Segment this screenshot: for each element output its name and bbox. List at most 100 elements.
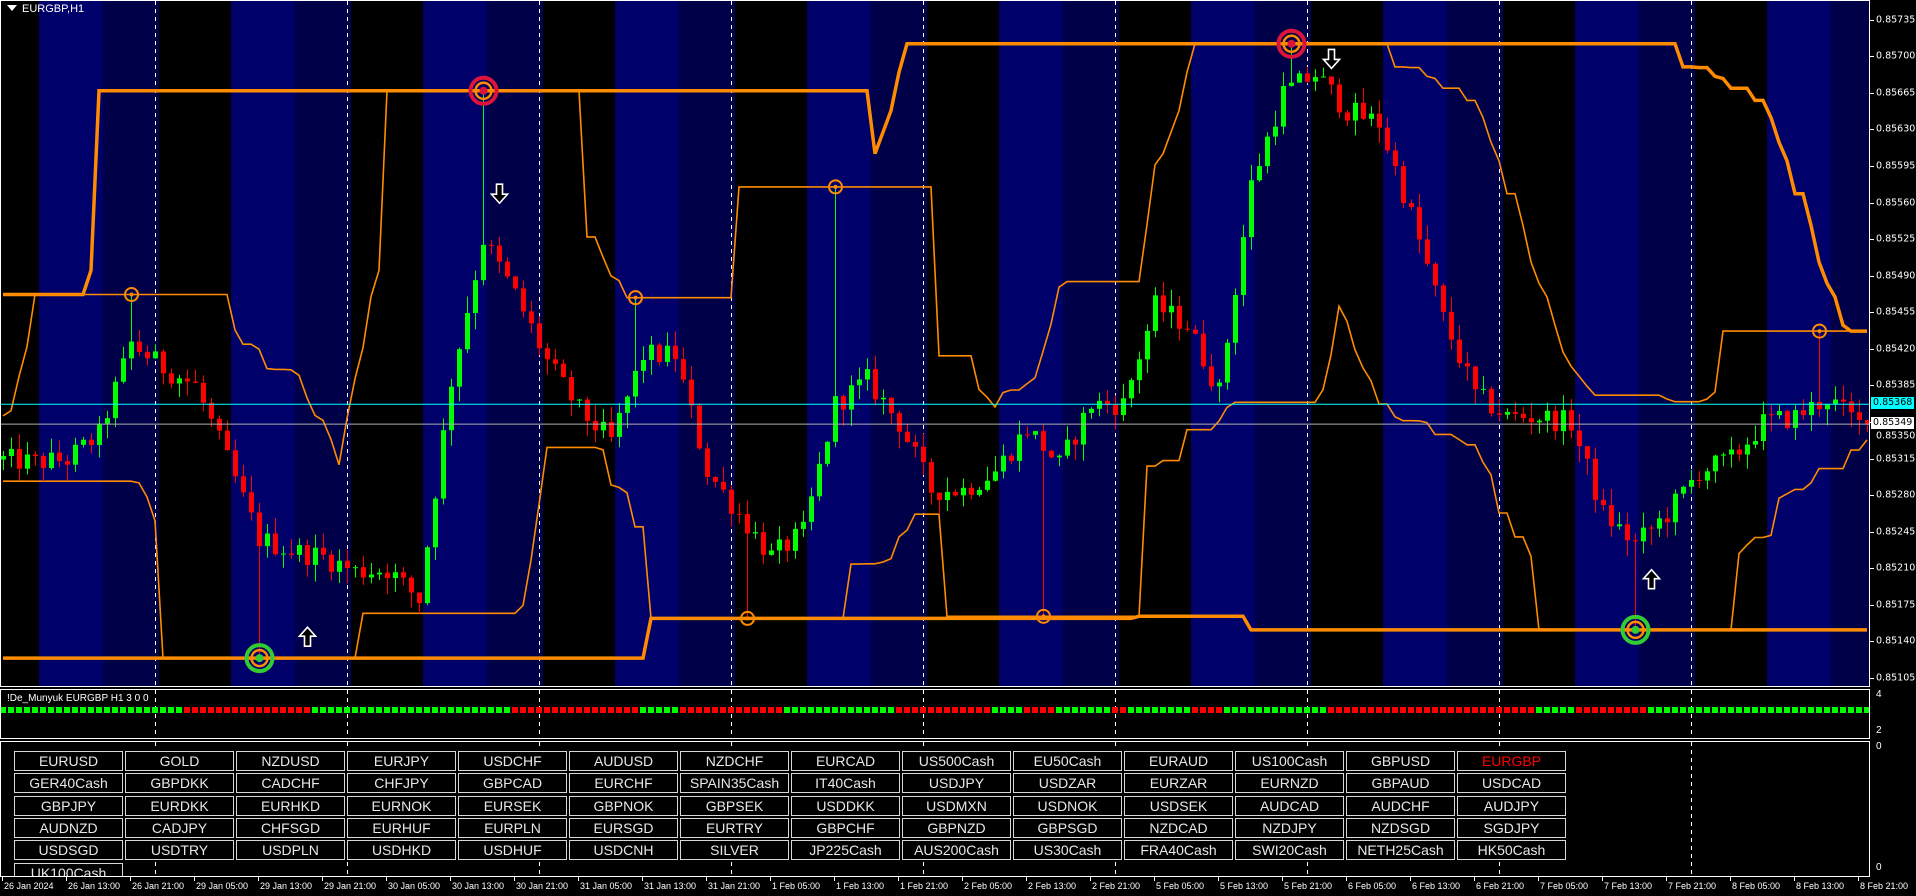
candle-body: [1089, 408, 1094, 413]
candle: [1409, 199, 1414, 211]
symbol-button-gbpusd[interactable]: GBPUSD: [1346, 751, 1455, 771]
candle-body: [1289, 82, 1294, 87]
symbol-button-hk50cash[interactable]: HK50Cash: [1457, 840, 1566, 861]
symbol-button-usdzar[interactable]: USDZAR: [1013, 773, 1122, 794]
symbol-button-gbpaud[interactable]: GBPAUD: [1346, 773, 1455, 794]
symbol-button-cadchf[interactable]: CADCHF: [236, 773, 345, 794]
symbol-button-eu50cash[interactable]: EU50Cash: [1013, 751, 1122, 771]
symbol-button-gbpnzd[interactable]: GBPNZD: [902, 817, 1011, 838]
triangle-down-icon[interactable]: [7, 5, 17, 11]
symbol-button-usdnok[interactable]: USDNOK: [1013, 795, 1122, 816]
candle: [505, 257, 510, 279]
candle-body: [473, 280, 478, 313]
symbol-button-eurhuf[interactable]: EURHUF: [347, 817, 456, 838]
candle-body: [1721, 454, 1726, 456]
symbol-button-usddkk[interactable]: USDDKK: [791, 795, 900, 816]
symbol-button-nzdusd[interactable]: NZDUSD: [236, 751, 345, 771]
symbol-button-nzdsgd[interactable]: NZDSGD: [1346, 817, 1455, 838]
symbol-button-audusd[interactable]: AUDUSD: [569, 751, 678, 771]
symbol-button-usdchf[interactable]: USDCHF: [458, 751, 567, 771]
symbol-button-nzdjpy[interactable]: NZDJPY: [1235, 817, 1344, 838]
symbol-button-chfjpy[interactable]: CHFJPY: [347, 773, 456, 794]
candle-body: [1025, 434, 1030, 436]
symbol-button-usdcnh[interactable]: USDCNH: [569, 840, 678, 861]
symbol-button-usdjpy[interactable]: USDJPY: [902, 773, 1011, 794]
symbol-button-eurzar[interactable]: EURZAR: [1124, 773, 1233, 794]
symbol-button-usdpln[interactable]: USDPLN: [236, 840, 345, 861]
symbol-button-usdcad[interactable]: USDCAD: [1457, 773, 1566, 794]
symbol-button-swi20cash[interactable]: SWI20Cash: [1235, 840, 1344, 861]
symbol-button-jp225cash[interactable]: JP225Cash: [791, 840, 900, 861]
symbol-button-usdsek[interactable]: USDSEK: [1124, 795, 1233, 816]
symbol-button-gold[interactable]: GOLD: [125, 751, 234, 771]
symbol-button-eurtry[interactable]: EURTRY: [680, 817, 789, 838]
candle: [617, 402, 622, 448]
symbol-button-eurnok[interactable]: EURNOK: [347, 795, 456, 816]
price-tick: [1870, 275, 1874, 277]
symbol-button-gbpchf[interactable]: GBPCHF: [791, 817, 900, 838]
symbol-button-usdmxn[interactable]: USDMXN: [902, 795, 1011, 816]
symbol-button-gbpsgd[interactable]: GBPSGD: [1013, 817, 1122, 838]
signal-square-red: [1472, 707, 1478, 713]
candle-body: [1849, 401, 1854, 413]
symbol-button-eursek[interactable]: EURSEK: [458, 795, 567, 816]
price-chart[interactable]: [1, 1, 1870, 687]
symbol-button-eurpln[interactable]: EURPLN: [458, 817, 567, 838]
symbol-button-it40cash[interactable]: IT40Cash: [791, 773, 900, 794]
symbol-button-gbpnok[interactable]: GBPNOK: [569, 795, 678, 816]
candle-body: [153, 351, 158, 359]
symbol-button-gbpjpy[interactable]: GBPJPY: [14, 795, 123, 816]
symbol-button-silver[interactable]: SILVER: [680, 840, 789, 861]
symbol-button-eurjpy[interactable]: EURJPY: [347, 751, 456, 771]
signal-square-red: [624, 707, 630, 713]
symbol-button-us30cash[interactable]: US30Cash: [1013, 840, 1122, 861]
symbol-button-spain35cash[interactable]: SPAIN35Cash: [680, 773, 789, 794]
symbol-button-audchf[interactable]: AUDCHF: [1346, 795, 1455, 816]
symbol-button-nzdchf[interactable]: NZDCHF: [680, 751, 789, 771]
symbol-button-audjpy[interactable]: AUDJPY: [1457, 795, 1566, 816]
symbol-button-us500cash[interactable]: US500Cash: [902, 751, 1011, 771]
price-axis[interactable]: 0.85735 0.85700 0.85665 0.85630 0.85595 0.855…: [1870, 0, 1916, 687]
candle-body: [529, 311, 534, 324]
signal-square-green: [328, 707, 334, 713]
symbol-button-cadjpy[interactable]: CADJPY: [125, 817, 234, 838]
symbol-button-usdtry[interactable]: USDTRY: [125, 840, 234, 861]
signal-square-red: [768, 707, 774, 713]
symbol-button-eurhkd[interactable]: EURHKD: [236, 795, 345, 816]
symbol-button-eurchf[interactable]: EURCHF: [569, 773, 678, 794]
symbol-button-sgdjpy[interactable]: SGDJPY: [1457, 817, 1566, 838]
symbol-button-eurcad[interactable]: EURCAD: [791, 751, 900, 771]
candle-body: [1585, 446, 1590, 459]
time-label: 26 Jan 2024: [4, 881, 54, 891]
symbol-button-ger40cash[interactable]: GER40Cash: [14, 773, 123, 794]
indicator-window[interactable]: !De_Munyuk EURGBP H1 3 0 0: [0, 689, 1870, 739]
symbol-button-neth25cash[interactable]: NETH25Cash: [1346, 840, 1455, 861]
symbol-button-fra40cash[interactable]: FRA40Cash: [1124, 840, 1233, 861]
symbol-button-usdhkd[interactable]: USDHKD: [347, 840, 456, 861]
symbol-button-usdsgd[interactable]: USDSGD: [14, 840, 123, 861]
candle: [185, 369, 190, 396]
time-label: 1 Feb 13:00: [836, 881, 885, 891]
symbol-button-us100cash[interactable]: US100Cash: [1235, 751, 1344, 771]
symbol-button-chfsgd[interactable]: CHFSGD: [236, 817, 345, 838]
symbol-button-eurusd[interactable]: EURUSD: [14, 751, 123, 771]
symbol-button-eurgbp[interactable]: EURGBP: [1457, 751, 1566, 771]
time-axis[interactable]: 26 Jan 2024 26 Jan 13:00 26 Jan 21:00 29 Ja…: [0, 877, 1916, 896]
symbol-button-eurdkk[interactable]: EURDKK: [125, 795, 234, 816]
candle: [1377, 100, 1382, 143]
symbol-button-eursgd[interactable]: EURSGD: [569, 817, 678, 838]
symbol-button-audcad[interactable]: AUDCAD: [1235, 795, 1344, 816]
symbol-button-eurnzd[interactable]: EURNZD: [1235, 773, 1344, 794]
symbol-button-gbpdkk[interactable]: GBPDKK: [125, 773, 234, 794]
symbol-button-euraud[interactable]: EURAUD: [1124, 751, 1233, 771]
main-chart-window[interactable]: EURGBP,H1: [0, 0, 1870, 687]
symbol-button-uk100cash[interactable]: UK100Cash: [14, 862, 123, 876]
symbol-button-audnzd[interactable]: AUDNZD: [14, 817, 123, 838]
symbol-button-gbpsek[interactable]: GBPSEK: [680, 795, 789, 816]
candle: [17, 434, 22, 481]
signal-square-green: [40, 707, 46, 713]
symbol-button-usdhuf[interactable]: USDHUF: [458, 840, 567, 861]
symbol-button-nzdcad[interactable]: NZDCAD: [1124, 817, 1233, 838]
symbol-button-gbpcad[interactable]: GBPCAD: [458, 773, 567, 794]
symbol-button-aus200cash[interactable]: AUS200Cash: [902, 840, 1011, 861]
